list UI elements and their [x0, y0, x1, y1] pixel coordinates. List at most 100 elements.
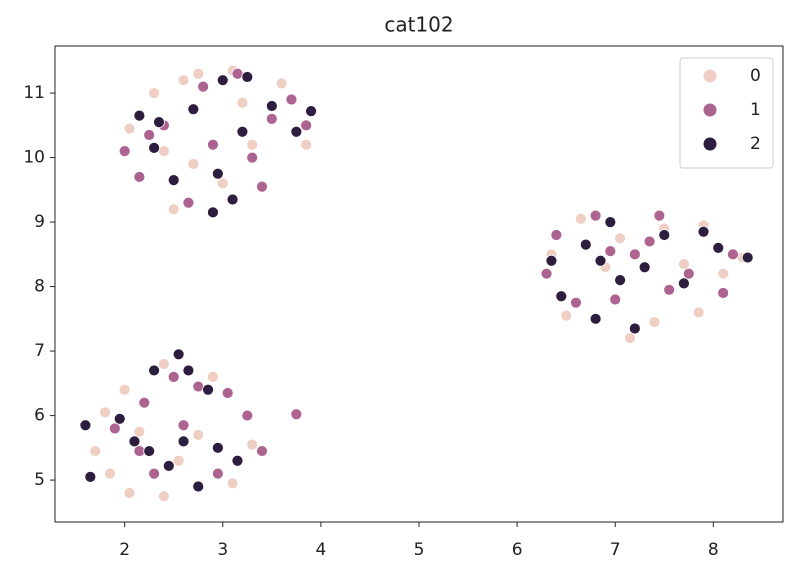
legend-label: 2	[750, 134, 761, 154]
point	[579, 238, 592, 251]
point	[682, 267, 695, 280]
point	[658, 229, 671, 241]
point	[236, 125, 249, 138]
point	[265, 112, 278, 125]
point	[167, 370, 180, 383]
point	[207, 370, 219, 383]
point	[167, 203, 180, 216]
legend-marker	[702, 102, 718, 118]
point	[177, 74, 190, 87]
point	[231, 454, 244, 467]
point	[167, 174, 180, 187]
point	[192, 380, 205, 393]
point	[108, 422, 121, 435]
x-tick-label: 4	[315, 540, 326, 560]
y-tick-label: 8	[34, 277, 45, 297]
point	[305, 105, 317, 118]
plot-frame	[54, 45, 784, 523]
point	[290, 408, 303, 421]
point	[697, 225, 710, 238]
point	[614, 232, 627, 245]
y-tick-label: 11	[23, 83, 45, 103]
point	[241, 71, 254, 83]
legend-label: 1	[750, 100, 761, 120]
point	[99, 406, 111, 419]
point	[182, 196, 195, 209]
point	[560, 309, 573, 322]
point	[550, 229, 563, 241]
point	[133, 171, 146, 183]
point	[79, 419, 92, 432]
point	[236, 96, 249, 109]
point	[84, 470, 97, 483]
point	[211, 467, 224, 480]
point	[187, 103, 200, 116]
point	[604, 245, 617, 258]
point	[678, 258, 690, 270]
point	[207, 138, 219, 151]
point	[148, 364, 160, 377]
point	[604, 216, 617, 228]
legend-marker	[702, 136, 718, 152]
point	[128, 435, 141, 448]
point	[555, 290, 568, 303]
point	[648, 316, 661, 328]
x-tick-label: 7	[610, 540, 621, 560]
point	[113, 412, 126, 425]
point	[192, 480, 205, 493]
point	[256, 445, 268, 457]
point	[741, 251, 754, 264]
point	[192, 67, 205, 80]
x-tick-label: 5	[414, 540, 425, 560]
point	[663, 283, 676, 296]
point	[246, 151, 259, 164]
point	[133, 109, 146, 122]
y-tick-label: 7	[34, 341, 45, 361]
point	[89, 445, 102, 457]
point	[589, 312, 602, 325]
point	[712, 241, 725, 254]
point	[692, 306, 705, 319]
point	[123, 122, 136, 135]
point	[246, 438, 259, 451]
point	[678, 277, 690, 290]
point	[290, 125, 303, 138]
point	[653, 209, 666, 222]
point	[177, 419, 190, 432]
point	[158, 145, 170, 158]
legend-label: 0	[750, 66, 761, 86]
point	[614, 274, 627, 287]
point	[118, 145, 131, 158]
point	[221, 387, 234, 399]
point	[216, 74, 229, 87]
point	[192, 429, 205, 441]
point	[187, 158, 200, 170]
point	[265, 100, 278, 112]
point	[727, 248, 739, 261]
point	[177, 435, 190, 448]
point	[207, 206, 219, 219]
point	[226, 477, 239, 490]
x-tick-label: 3	[217, 540, 228, 560]
point	[148, 87, 160, 99]
point	[153, 116, 165, 129]
y-tick-label: 6	[34, 406, 45, 426]
point	[211, 167, 224, 180]
point	[570, 296, 582, 309]
point	[133, 425, 146, 438]
point	[148, 467, 160, 480]
point	[628, 322, 641, 335]
point	[594, 254, 607, 267]
point	[182, 364, 195, 377]
point	[285, 93, 298, 106]
point	[624, 332, 636, 345]
point	[104, 467, 116, 480]
point	[172, 454, 185, 467]
point	[300, 119, 313, 132]
point	[211, 441, 224, 454]
point	[158, 358, 170, 370]
point	[540, 267, 553, 280]
x-tick-label: 8	[708, 540, 719, 560]
point	[138, 396, 151, 409]
